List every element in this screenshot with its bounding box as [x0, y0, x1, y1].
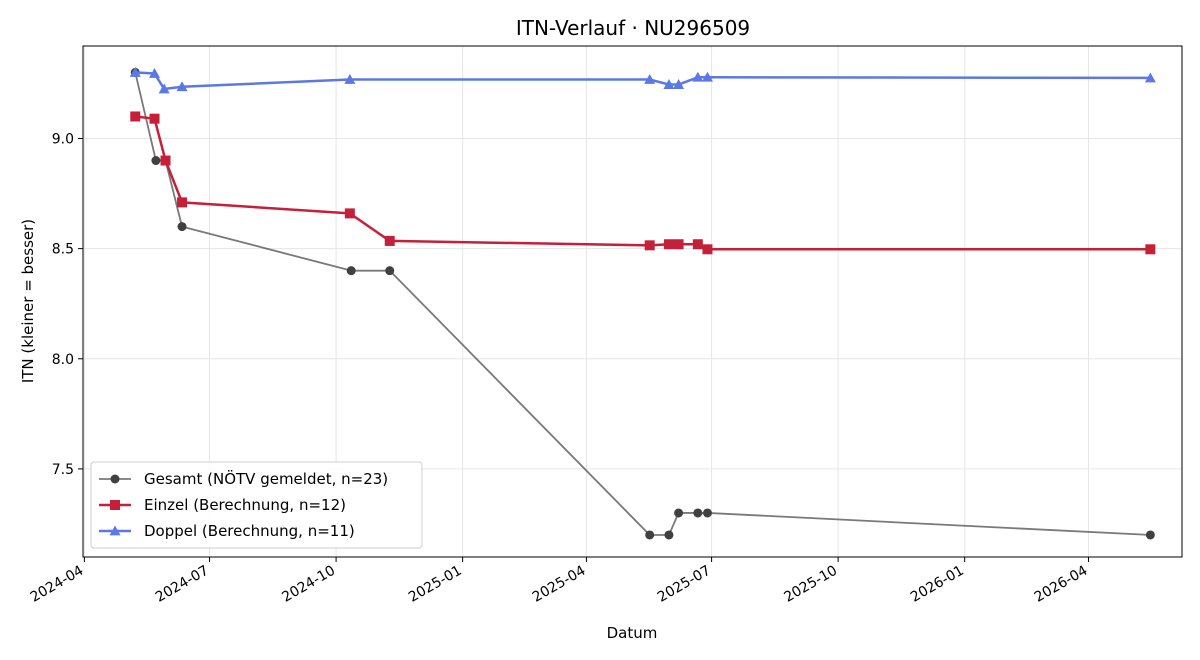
- data-point-einzel: [644, 240, 655, 251]
- data-point-gesamt: [385, 266, 395, 276]
- data-point-einzel: [1145, 244, 1156, 255]
- legend-label-gesamt: Gesamt (NÖTV gemeldet, n=23): [144, 469, 388, 488]
- data-point-gesamt: [702, 508, 712, 518]
- chart-title: ITN-Verlauf · NU296509: [516, 16, 750, 40]
- data-point-doppel: [673, 79, 685, 89]
- legend: Gesamt (NÖTV gemeldet, n=23) Einzel (Bere…: [90, 461, 423, 549]
- x-tick-label: 2026-01: [908, 563, 967, 606]
- y-tick-label: 9.0: [52, 132, 74, 148]
- data-point-doppel: [644, 73, 656, 84]
- x-tick-label: 2025-07: [655, 563, 714, 606]
- legend-marker-doppel: [109, 525, 121, 536]
- data-point-gesamt: [664, 530, 674, 540]
- x-tick-label: 2025-01: [406, 563, 465, 606]
- data-point-gesamt: [346, 266, 356, 276]
- data-point-gesamt: [151, 156, 161, 166]
- data-point-doppel: [158, 83, 170, 94]
- legend-label-doppel: Doppel (Berechnung, n=11): [144, 522, 355, 540]
- legend-marker-gesamt: [110, 474, 120, 484]
- plot-frame: [82, 45, 1183, 558]
- data-point-einzel: [149, 113, 160, 124]
- data-point-einzel: [177, 197, 188, 208]
- data-point-gesamt: [674, 508, 684, 518]
- data-point-einzel: [702, 244, 713, 255]
- data-point-doppel: [1144, 72, 1156, 83]
- y-tick-label: 7.5: [52, 462, 74, 478]
- x-axis-label: Datum: [607, 624, 658, 642]
- data-point-doppel: [692, 71, 704, 82]
- data-point-doppel: [176, 81, 188, 92]
- data-point-doppel: [663, 79, 675, 89]
- data-point-einzel: [344, 208, 355, 219]
- x-tick-label: 2024-10: [279, 563, 338, 606]
- data-point-gesamt: [645, 530, 655, 540]
- x-tick-label: 2025-04: [530, 563, 589, 606]
- data-point-doppel: [344, 73, 356, 84]
- x-tick-label: 2024-04: [28, 563, 87, 606]
- data-point-einzel: [160, 155, 171, 166]
- data-point-gesamt: [177, 222, 187, 232]
- y-tick-label: 8.0: [52, 352, 74, 368]
- data-point-einzel: [384, 235, 395, 246]
- data-point-einzel: [130, 111, 141, 122]
- data-point-gesamt: [1145, 530, 1155, 540]
- x-axis: 2024-04 2024-07 2024-10 2025-01 2025-04 2025-…: [28, 557, 1091, 606]
- series-line-doppel: [135, 71, 1151, 91]
- data-point-doppel: [701, 71, 713, 82]
- legend-marker-einzel: [110, 500, 120, 510]
- data-point-doppel: [129, 66, 141, 77]
- legend-box: [90, 461, 423, 549]
- data-point-gesamt: [693, 508, 703, 518]
- series-layer: [129, 66, 1156, 540]
- y-tick-label: 8.5: [52, 242, 74, 258]
- x-tick-label: 2026-04: [1032, 563, 1091, 606]
- series-einzel: [130, 111, 1156, 255]
- data-point-doppel: [149, 68, 161, 78]
- x-tick-label: 2024-07: [153, 563, 212, 606]
- series-doppel: [129, 66, 1156, 94]
- data-point-einzel: [673, 239, 684, 250]
- series-line-einzel: [135, 115, 1151, 251]
- data-point-einzel: [692, 239, 703, 250]
- y-axis: 7.5 8.0 8.5 9.0: [52, 132, 83, 478]
- x-tick-label: 2025-10: [781, 563, 840, 606]
- legend-label-einzel: Einzel (Berechnung, n=12): [144, 496, 346, 514]
- data-point-einzel: [663, 239, 674, 250]
- y-axis-label: ITN (kleiner = besser): [19, 219, 37, 383]
